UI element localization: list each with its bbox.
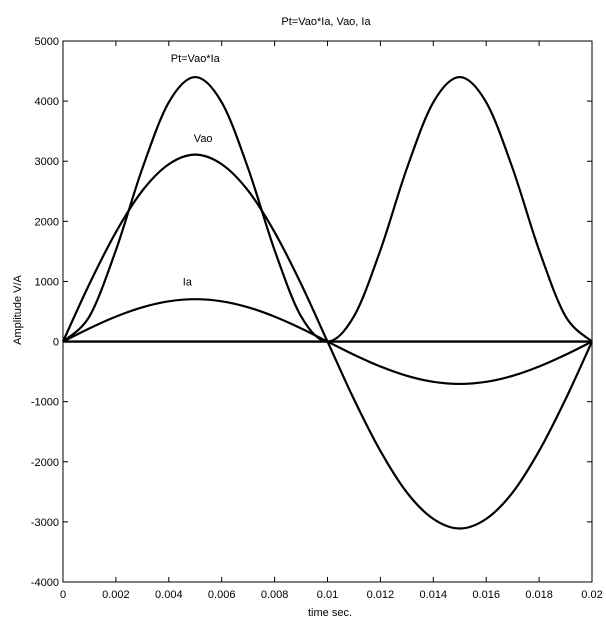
x-tick-label: 0.012 bbox=[367, 589, 395, 601]
series-label-vao: Vao bbox=[194, 133, 213, 145]
y-axis-label: Amplitude V/A bbox=[12, 274, 24, 344]
series-lines bbox=[62, 75, 593, 530]
x-axis-label: time sec. bbox=[308, 607, 352, 619]
series-annotations: Pt=Vao*Ia Vao Ia bbox=[171, 53, 221, 289]
series-label-pt-vao-ia: Pt=Vao*Ia bbox=[171, 53, 221, 65]
x-tick-label: 0.014 bbox=[420, 589, 448, 601]
x-tick-label: 0.02 bbox=[581, 589, 602, 601]
x-tick-label: 0.004 bbox=[155, 589, 183, 601]
series-label-ia: Ia bbox=[183, 277, 193, 289]
y-tick-label: -3000 bbox=[31, 517, 59, 529]
chart-title: Pt=Vao*Ia, Vao, Ia bbox=[281, 16, 371, 28]
x-tick-label: 0.008 bbox=[261, 589, 289, 601]
y-tick-label: 4000 bbox=[35, 96, 59, 108]
x-tick-label: 0.018 bbox=[525, 589, 553, 601]
y-tick-label: 1000 bbox=[35, 276, 59, 288]
y-tick-label: 5000 bbox=[35, 36, 59, 48]
y-tick-label: -2000 bbox=[31, 457, 59, 469]
x-tick-label: 0.002 bbox=[102, 589, 130, 601]
y-tick-label: 0 bbox=[53, 337, 59, 349]
y-tick-label: 3000 bbox=[35, 156, 59, 168]
x-tick-label: 0 bbox=[60, 589, 66, 601]
y-tick-label: -1000 bbox=[31, 397, 59, 409]
axes: 0 0.002 0.004 0.006 0.008 0.01 0.012 0.014 0.016… bbox=[31, 36, 603, 601]
y-tick-label: 2000 bbox=[35, 216, 59, 228]
x-tick-label: 0.016 bbox=[472, 589, 500, 601]
x-tick-label: 0.006 bbox=[208, 589, 236, 601]
x-tick-label: 0.01 bbox=[317, 589, 338, 601]
y-tick-label: -4000 bbox=[31, 577, 59, 589]
